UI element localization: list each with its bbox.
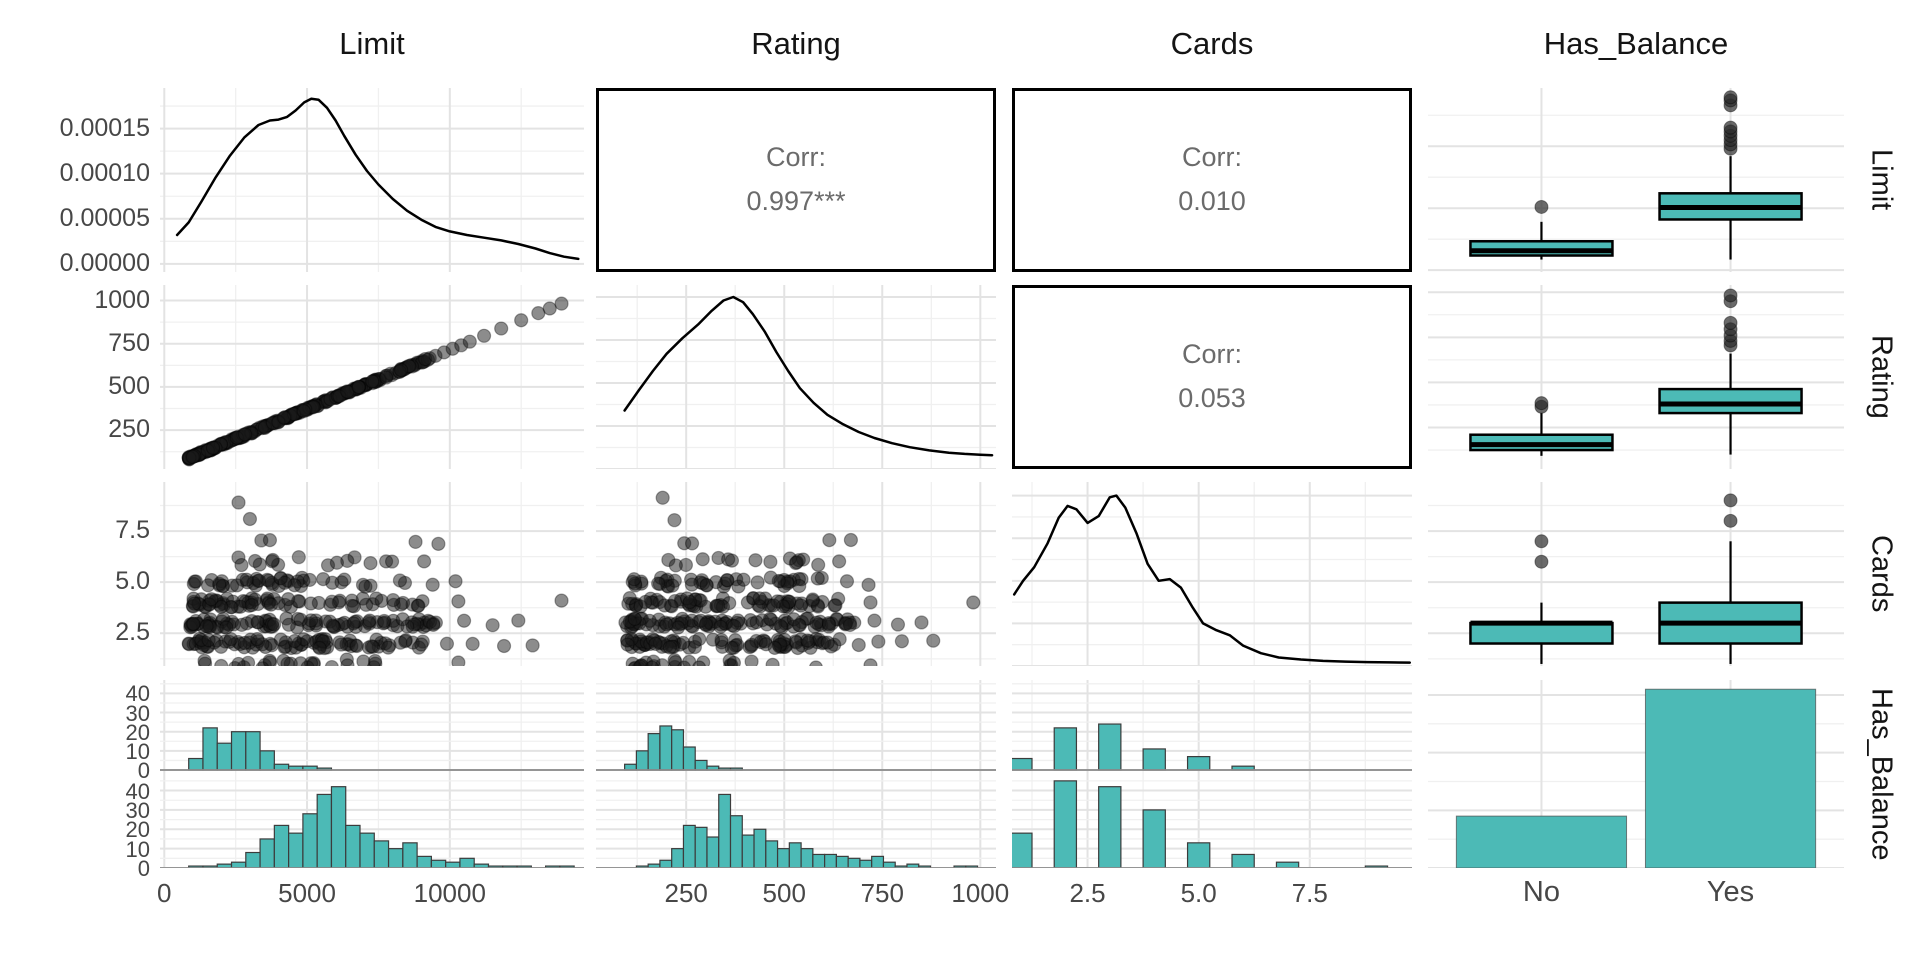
panel-limit-hist-by-balance — [160, 680, 584, 868]
panel-limit-by-balance-box — [1428, 88, 1844, 272]
x-tick-label: 500 — [762, 878, 806, 908]
row-strip-has-balance: Has_Balance — [1865, 687, 1898, 861]
corr-prefix: Corr: — [766, 142, 826, 173]
panel-limit-density — [160, 88, 584, 272]
x-tick-label: 7.5 — [1291, 878, 1328, 908]
col-title-has-balance: Has_Balance — [1543, 26, 1729, 61]
y-tick-label: 20 — [125, 817, 150, 843]
panel-cards-hist-by-balance — [1012, 680, 1412, 868]
y-tick-label: 500 — [108, 371, 150, 400]
y-tick-label: 30 — [125, 797, 150, 823]
y-tick-label: 5.0 — [115, 567, 150, 596]
y-tick-label: 0.00005 — [59, 203, 150, 232]
x-tick-label: Yes — [1706, 876, 1755, 908]
panel-balance-bar-chart — [1428, 680, 1844, 868]
y-tick-label: 10 — [125, 836, 150, 862]
x-tick-label: 250 — [664, 878, 708, 908]
panel-rating-vs-limit-scatter — [160, 285, 584, 469]
y-tick-label: 10 — [125, 738, 150, 764]
y-tick-label: 250 — [108, 415, 150, 444]
row-strip-limit: Limit — [1865, 149, 1898, 211]
panel-cards-vs-limit-scatter — [160, 482, 584, 666]
col-title-limit: Limit — [339, 26, 405, 61]
x-tick-label: 5000 — [278, 878, 336, 908]
panel-corr-rating-cards: Corr: 0.053 — [1012, 285, 1412, 469]
y-tick-label: 0.00010 — [59, 158, 150, 187]
panel-corr-limit-rating: Corr: 0.997*** — [596, 88, 996, 272]
x-tick-label: No — [1522, 876, 1560, 908]
x-tick-label: 5.0 — [1180, 878, 1217, 908]
y-tick-label: 750 — [108, 328, 150, 357]
y-tick-label: 20 — [125, 719, 150, 745]
y-tick-label: 2.5 — [115, 618, 150, 647]
y-tick-label: 7.5 — [115, 516, 150, 545]
corr-value: 0.053 — [1178, 383, 1246, 413]
panel-cards-by-balance-box — [1428, 482, 1844, 666]
panel-cards-vs-rating-scatter — [596, 482, 996, 666]
y-tick-label: 0 — [137, 758, 150, 783]
y-tick-label: 30 — [125, 700, 150, 726]
row-strip-cards: Cards — [1865, 535, 1898, 613]
panel-corr-limit-cards: Corr: 0.010 — [1012, 88, 1412, 272]
panel-rating-by-balance-box — [1428, 285, 1844, 469]
x-tick-label: 750 — [860, 878, 904, 908]
col-title-cards: Cards — [1170, 26, 1254, 61]
corr-prefix: Corr: — [1182, 339, 1242, 370]
row-strip-rating: Rating — [1865, 335, 1898, 419]
corr-value: 0.010 — [1178, 186, 1246, 216]
y-tick-label: 40 — [125, 778, 150, 804]
panel-rating-hist-by-balance — [596, 680, 996, 868]
panel-rating-density — [596, 285, 996, 469]
y-tick-label: 1000 — [94, 285, 150, 314]
x-tick-label: 1000 — [951, 878, 1010, 908]
x-tick-label: 2.5 — [1069, 878, 1106, 908]
col-title-rating: Rating — [751, 26, 841, 61]
x-tick-label: 0 — [157, 878, 172, 908]
panel-cards-density — [1012, 482, 1412, 666]
x-tick-label: 10000 — [413, 878, 486, 908]
corr-prefix: Corr: — [1182, 142, 1242, 173]
corr-value: 0.997*** — [746, 186, 846, 216]
y-tick-label: 0 — [137, 856, 150, 881]
y-tick-label: 40 — [125, 681, 150, 707]
y-tick-label: 0.00015 — [59, 113, 150, 142]
y-tick-label: 0.00000 — [59, 248, 150, 277]
